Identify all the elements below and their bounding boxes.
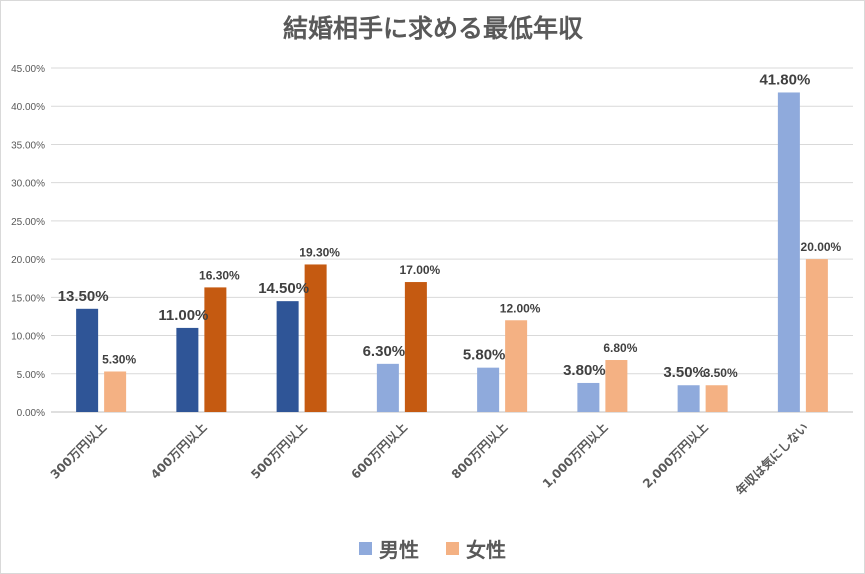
- legend-label-female: 女性: [466, 538, 506, 562]
- y-tick-label: 40.00%: [11, 102, 45, 113]
- data-label-female-4: 12.00%: [500, 301, 541, 315]
- chart-title: 結婚相手に求める最低年収: [283, 14, 584, 43]
- legend-swatch-male: [359, 542, 372, 555]
- data-labels: 13.50% 5.30% 11.00% 16.30% 14.50% 19.30% 6.30%…: [58, 71, 842, 381]
- data-label-male-1: 11.00%: [158, 307, 208, 324]
- bar-female-2: [304, 264, 327, 412]
- y-tick-label: 35.00%: [11, 140, 45, 151]
- bar-male-5: [577, 382, 600, 412]
- gridlines: [51, 67, 853, 413]
- bar-male-0: [76, 308, 99, 412]
- bars: [76, 92, 828, 412]
- bar-male-6: [677, 385, 700, 412]
- y-tick-label: 10.00%: [11, 332, 45, 343]
- y-tick-label: 0.00%: [17, 408, 45, 419]
- y-tick-label: 5.00%: [17, 370, 45, 381]
- bar-male-4: [477, 367, 500, 412]
- bar-male-7: [777, 92, 800, 412]
- y-tick-label: 20.00%: [11, 255, 45, 266]
- x-tick-label: 2,000万円以上: [639, 420, 710, 491]
- bar-female-6: [705, 385, 728, 412]
- data-label-female-2: 19.30%: [299, 245, 340, 259]
- bar-male-3: [376, 363, 399, 412]
- y-tick-label: 45.00%: [11, 64, 45, 75]
- data-label-female-0: 5.30%: [102, 352, 136, 366]
- x-axis-ticks: 300万円以上 400万円以上 500万円以上 600万円以上 800万円以上 1,000…: [47, 420, 811, 498]
- x-tick-label: 800万円以上: [448, 420, 510, 482]
- y-tick-label: 25.00%: [11, 217, 45, 228]
- x-tick-label: 1,000万円以上: [539, 420, 610, 491]
- data-label-male-7: 41.80%: [759, 71, 810, 88]
- data-label-female-6: 3.50%: [704, 366, 738, 380]
- data-label-male-2: 14.50%: [258, 280, 309, 297]
- legend: 男性 女性: [359, 538, 506, 562]
- y-tick-label: 15.00%: [11, 293, 45, 304]
- data-label-male-4: 5.80%: [463, 347, 506, 364]
- data-label-male-0: 13.50%: [58, 288, 109, 305]
- data-label-female-3: 17.00%: [400, 263, 441, 277]
- bar-male-1: [176, 327, 199, 412]
- data-label-male-3: 6.30%: [363, 343, 406, 360]
- x-tick-label: 500万円以上: [247, 420, 309, 482]
- bar-female-1: [204, 287, 227, 412]
- legend-swatch-female: [446, 542, 459, 555]
- x-tick-label: 300万円以上: [47, 420, 109, 482]
- data-label-female-1: 16.30%: [199, 268, 240, 282]
- x-tick-label: 400万円以上: [147, 420, 209, 482]
- data-label-female-5: 6.80%: [603, 341, 637, 355]
- y-tick-label: 30.00%: [11, 179, 45, 190]
- bar-female-4: [505, 320, 528, 412]
- data-label-female-7: 20.00%: [801, 240, 842, 254]
- bar-female-7: [805, 259, 828, 412]
- x-tick-label: 600万円以上: [348, 420, 410, 482]
- legend-label-male: 男性: [379, 538, 419, 562]
- bar-female-0: [104, 371, 127, 412]
- x-tick-label: 年収は気にしない: [732, 420, 810, 498]
- y-axis-ticks: 0.00% 5.00% 10.00% 15.00% 20.00% 25.00% 30.00%…: [11, 64, 45, 419]
- data-label-male-5: 3.80%: [563, 362, 606, 379]
- bar-female-5: [605, 360, 628, 412]
- data-label-male-6: 3.50%: [663, 364, 706, 381]
- bar-female-3: [404, 282, 427, 412]
- bar-male-2: [276, 301, 299, 412]
